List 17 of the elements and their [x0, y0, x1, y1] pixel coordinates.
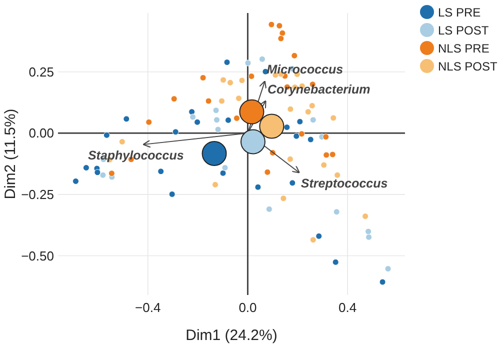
x-tick-label: −0.4: [135, 300, 161, 315]
annotation: Staphylococcus: [88, 148, 184, 162]
y-axis-title: Dim2 (11.5%): [2, 108, 19, 200]
y-tick-label: 0.25: [28, 64, 54, 80]
x-tick-label: 0.4: [338, 300, 357, 315]
annotation: Corynebacterium: [267, 82, 370, 96]
y-tick-label: −0.50: [21, 248, 54, 264]
y-tick-label: −0.25: [21, 186, 54, 202]
x-axis-title: Dim1 (24.2%): [186, 327, 278, 344]
legend-label: LS POST: [438, 24, 490, 38]
x-tick-label: 0.0: [238, 300, 257, 315]
annotation: Streptococcus: [300, 176, 388, 190]
legend-label: LS PRE: [438, 6, 481, 20]
annotation: Micrococcus: [266, 62, 344, 77]
legend-label: NLS POST: [438, 60, 498, 74]
y-tick-label: 0.00: [28, 126, 54, 141]
legend-label: NLS PRE: [438, 42, 490, 56]
